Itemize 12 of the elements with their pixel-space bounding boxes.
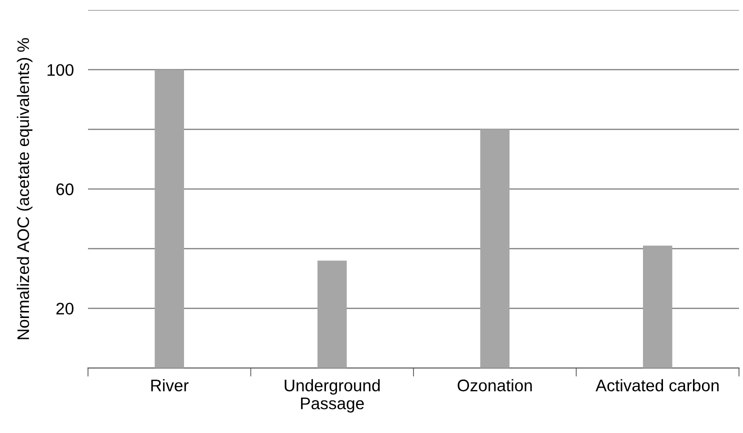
y-axis-title: Normalized AOC (acetate equivalents) % <box>16 38 32 340</box>
y-tick-label: 20 <box>56 302 74 315</box>
bar <box>154 70 184 368</box>
bar <box>317 260 347 368</box>
x-tick-label: Underground Passage <box>284 379 380 413</box>
bar <box>642 246 672 368</box>
x-tick-label: River <box>151 379 189 392</box>
x-tick-label: Activated carbon <box>596 379 719 392</box>
y-tick-label: 100 <box>48 64 74 76</box>
y-tick-label: 60 <box>56 183 74 196</box>
x-tick-label: Ozonation <box>458 379 532 392</box>
bar <box>480 129 510 368</box>
